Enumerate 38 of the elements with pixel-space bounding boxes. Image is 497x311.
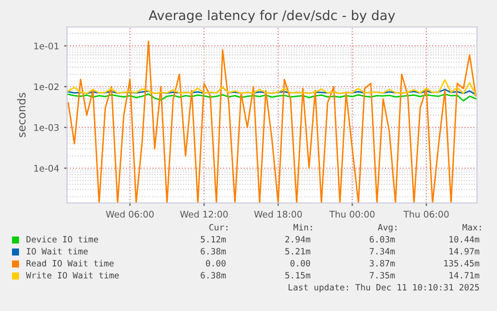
y-tick-label: 1e-01	[34, 42, 59, 50]
text: 7.34m	[370, 248, 395, 255]
y-tick-label: 1e-02	[34, 83, 58, 90]
x-tick-label: Thu 06:00	[403, 210, 449, 218]
text: 14.71m	[450, 272, 480, 278]
x-tick-label: Thu 00:00	[329, 210, 375, 218]
text: 0.00	[206, 260, 226, 267]
text: Cur:	[209, 224, 228, 231]
text: Avg:	[378, 224, 396, 232]
text: 3.87m	[370, 260, 395, 267]
text: Max:	[462, 224, 481, 231]
text: Last update: Thu Dec 11 10:10:31 2025	[288, 284, 479, 292]
line-series	[68, 79, 476, 96]
chart-title: Average latency for /dev/sdc - by day	[148, 10, 396, 23]
text: 10.44m	[450, 236, 480, 243]
text: 6.03m	[370, 236, 395, 243]
x-tick-label: Wed 12:00	[180, 210, 228, 218]
text: 6.38m	[200, 248, 226, 255]
text: 0.00	[290, 260, 310, 267]
text: 14.97m	[450, 248, 480, 255]
text: 5.12m	[200, 236, 226, 243]
text: 5.15m	[285, 272, 310, 279]
y-tick-label: 1e-03	[34, 124, 59, 131]
y-tick-label: 1e-04	[34, 164, 59, 172]
legend-label: Device IO time	[26, 236, 98, 243]
text: Min:	[294, 224, 312, 230]
text: 2.94m	[285, 236, 310, 243]
x-tick-label: Wed 18:00	[254, 210, 302, 218]
x-tick-label: Wed 06:00	[106, 210, 154, 218]
legend-label: Read IO Wait time	[26, 260, 114, 267]
text: 5.21m	[285, 248, 310, 255]
text: 7.35m	[370, 272, 395, 279]
line-series	[68, 93, 476, 102]
text: 135.45m	[444, 260, 480, 267]
text: 6.38m	[200, 272, 226, 279]
legend-label: Write IO Wait time	[26, 272, 119, 279]
legend-label: IO Wait time	[26, 248, 88, 255]
y-axis-title: seconds	[17, 92, 26, 138]
